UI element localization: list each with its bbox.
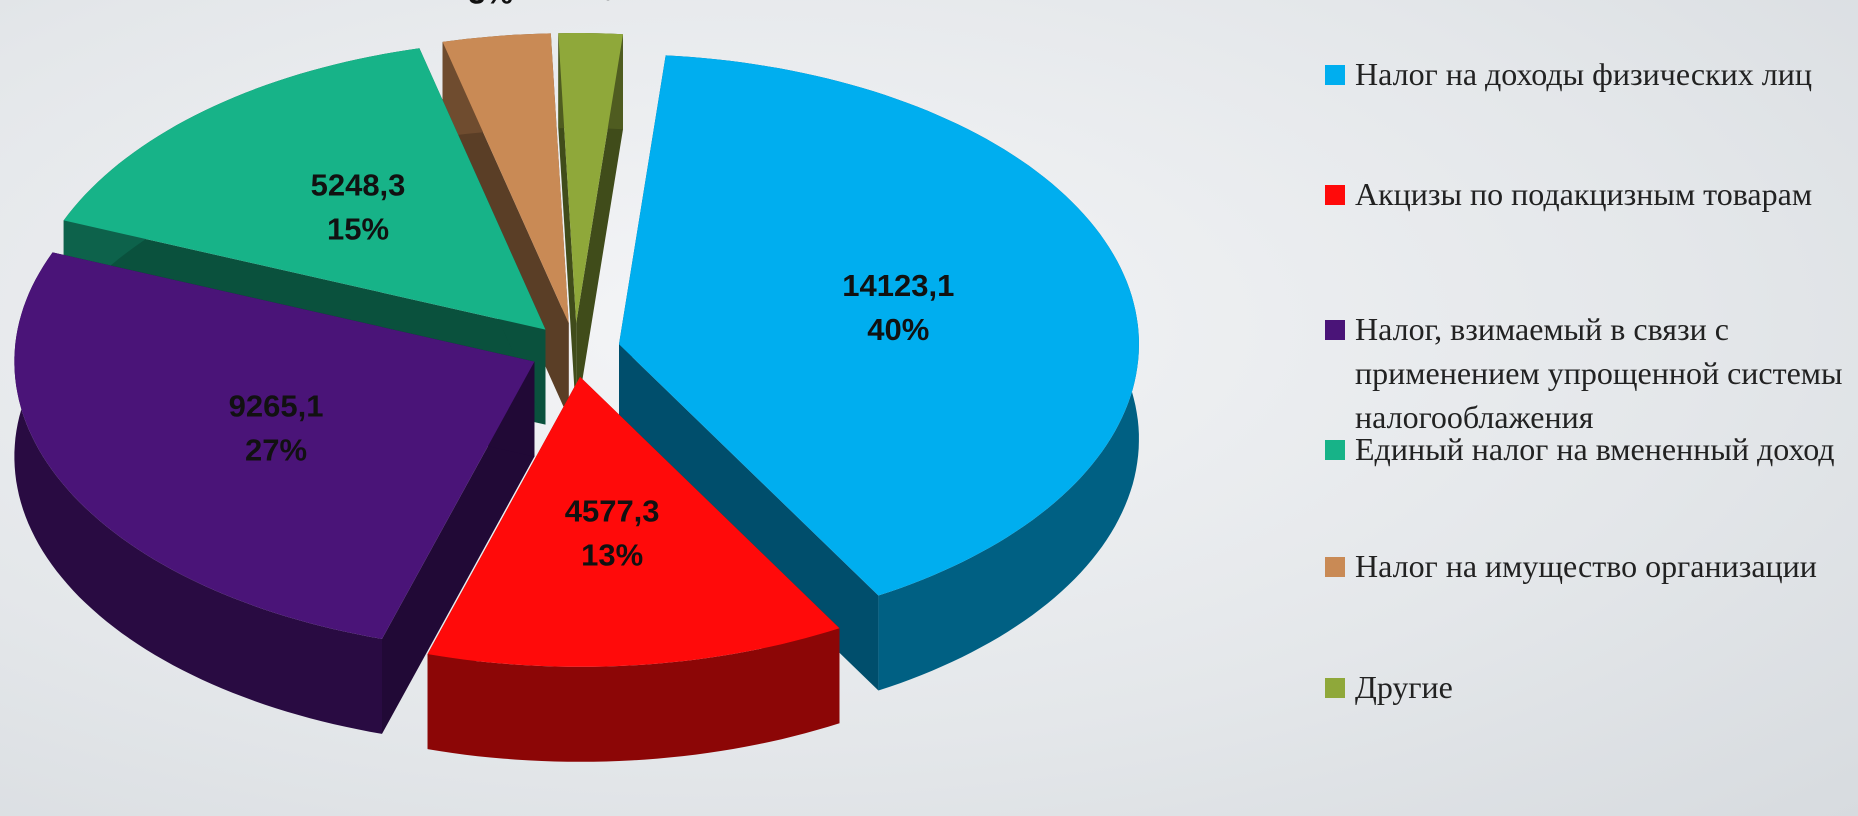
data-label: 15% [327,211,389,246]
legend-label: Другие [1355,669,1453,705]
legend-item: Налог на доходы физических лиц [1325,52,1855,96]
legend-label: Единый налог на вмененный доход [1355,431,1835,467]
data-label: 4577,3 [565,494,660,529]
legend-swatch [1325,557,1345,577]
data-label: 5248,3 [311,167,406,202]
slice-wall [427,628,840,762]
legend-swatch [1325,320,1345,340]
data-label: 2% [569,0,614,7]
slice [558,33,623,418]
legend-label: Налог, взимаемый в связи с применением у… [1355,311,1843,435]
legend-item: Другие [1325,665,1855,709]
data-label: 40% [867,312,929,347]
data-label: 27% [245,432,307,467]
chart: 14123,140%4577,313%9265,127%5248,315%117… [14,0,1139,762]
slice [558,33,623,323]
slice-side [558,33,577,418]
legend-item: Налог, взимаемый в связи с применением у… [1325,307,1855,439]
legend-swatch [1325,678,1345,698]
legend-label: Налог на имущество организации [1355,548,1817,584]
data-label: 3% [468,0,513,10]
data-label: 9265,1 [229,388,324,423]
data-label: 13% [581,538,643,573]
slice [619,55,1139,596]
legend-item: Налог на имущество организации [1325,544,1855,588]
slice [427,376,840,762]
slice-side [576,34,623,418]
slice [14,252,535,639]
slice [427,376,840,667]
data-label: 14123,1 [842,268,954,303]
slice-wall [14,252,383,734]
legend-label: Налог на доходы физических лиц [1355,56,1812,92]
slice [63,48,546,330]
legend-item: Акцизы по подакцизным товарам [1325,172,1855,216]
slice [14,252,535,734]
legend-swatch [1325,440,1345,460]
legend-item: Единый налог на вмененный доход [1325,427,1855,471]
legend-swatch [1325,185,1345,205]
slice-side [382,361,535,734]
legend-swatch [1325,65,1345,85]
slice [442,33,569,324]
legend-label: Акцизы по подакцизным товарам [1355,176,1813,212]
